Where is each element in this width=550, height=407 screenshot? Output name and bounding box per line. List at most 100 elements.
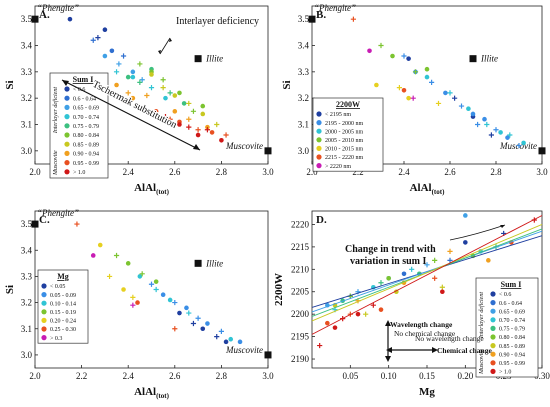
data-point xyxy=(130,95,136,101)
plot-frame xyxy=(34,210,269,369)
x-tick-label: 0.10 xyxy=(381,371,397,381)
interlayer-arrowheads xyxy=(158,38,172,54)
legend-swatch xyxy=(490,368,496,374)
data-point xyxy=(162,114,169,120)
panel-title: B. xyxy=(316,9,326,21)
y-tick-label: 3.1 xyxy=(21,120,32,130)
annotation-trend-line2: variation in sum I xyxy=(350,256,427,267)
y-tick-label: 3.5 xyxy=(21,14,33,24)
data-point xyxy=(130,74,136,80)
data-point xyxy=(223,339,229,345)
data-point xyxy=(363,311,369,317)
legend-item-label: 0.6 - 0.64 xyxy=(73,96,96,102)
x-tick-label: 2.4 xyxy=(398,167,410,177)
data-point xyxy=(507,132,513,138)
annotation-interlayer-1: Interlayer deficiency xyxy=(176,16,259,27)
endmember-label: Illite xyxy=(205,258,223,268)
data-point xyxy=(214,121,220,128)
data-point xyxy=(463,213,468,218)
trend-annotation-arrow xyxy=(449,224,506,241)
y-tick-label: 3.0 xyxy=(298,146,310,156)
data-point xyxy=(200,111,206,117)
legend-item-label: 0.85 - 0.89 xyxy=(73,142,99,148)
y-tick-label: 3.4 xyxy=(21,245,33,255)
panel-title: D. xyxy=(316,214,327,226)
legend-item-label: 0.80 - 0.84 xyxy=(499,335,525,341)
data-point xyxy=(205,124,210,130)
data-point xyxy=(521,140,526,146)
endmember-marker xyxy=(264,147,272,155)
y-tick-label: 3.3 xyxy=(21,67,33,77)
legend-item-label: > 2220 nm xyxy=(325,164,351,170)
endmember-label: Illite xyxy=(205,54,223,64)
legend-swatch xyxy=(64,160,70,166)
legend-item-label: > 1.0 xyxy=(73,170,85,176)
legend-item-label: 0.95 - 0.99 xyxy=(499,361,525,367)
legend-swatch xyxy=(316,111,322,117)
legend-swatch xyxy=(64,86,70,92)
endmember-label: “Phengite” xyxy=(314,3,356,13)
legend-box xyxy=(312,97,384,172)
y-tick-label: 3.5 xyxy=(298,14,310,24)
data-point xyxy=(424,66,430,72)
data-point xyxy=(447,248,453,254)
legend-item-label: 0.80 - 0.84 xyxy=(73,133,99,139)
data-point xyxy=(163,95,168,101)
data-point xyxy=(172,93,178,98)
legend-item-label: 2215 - 2220 nm xyxy=(325,155,363,161)
y-tick-label: 3.0 xyxy=(21,146,33,156)
data-point xyxy=(130,302,136,308)
data-point xyxy=(412,69,419,75)
legend-item-label: 0.10 - 0.14 xyxy=(50,301,76,307)
data-point xyxy=(130,69,136,75)
legend-item-label: 0.75 - 0.79 xyxy=(499,327,525,333)
y-tick-label: 2220 xyxy=(291,219,310,229)
annotation-wavelength-change: Wavelength change xyxy=(390,320,453,329)
legend-swatch xyxy=(316,154,322,160)
legend-swatch xyxy=(490,300,496,306)
legend-title: Sum I xyxy=(73,75,94,84)
plot-frame xyxy=(34,5,269,165)
data-point xyxy=(443,90,448,96)
legend-title: 2200W xyxy=(336,100,360,109)
data-point xyxy=(113,252,120,259)
panel-B: 2.0 2.2 2.4 2.6 2.8 3.0 3.0 3.1 3.2 3.3 3.4 3.5 AlAl… xyxy=(281,3,548,196)
data-point xyxy=(432,257,438,263)
y-tick-label: 3.4 xyxy=(298,41,310,51)
legend-item-label: 2005 - 2010 nm xyxy=(325,138,363,144)
legend-swatch xyxy=(316,120,322,126)
data-point xyxy=(367,48,372,54)
plot-frame xyxy=(311,5,543,165)
y-axis-label: Si xyxy=(4,80,16,89)
legend: Sum I < 0.6 0.6 - 0.64 0.65 - 0.69 0.70 - 0.… xyxy=(49,72,109,179)
data-point xyxy=(172,109,178,114)
legend-swatch xyxy=(64,104,70,110)
interlayer-arrow xyxy=(159,37,171,55)
legend-swatch xyxy=(64,150,70,156)
data-point xyxy=(325,320,330,326)
data-point xyxy=(116,61,122,67)
legend-swatch xyxy=(490,334,496,340)
y-tick-label: 2210 xyxy=(291,264,310,274)
legend-swatch xyxy=(490,317,496,323)
legend-side-label-top: Interlayer deficient xyxy=(52,87,59,134)
data-point xyxy=(97,242,103,248)
legend-swatch xyxy=(316,145,322,151)
data-point xyxy=(486,258,491,263)
data-point xyxy=(447,257,453,263)
x-tick-label: 2.6 xyxy=(169,167,181,177)
legend-swatch xyxy=(41,326,47,332)
data-point xyxy=(332,325,338,330)
legend-item-label: 2010 - 2015 nm xyxy=(325,147,363,153)
data-point xyxy=(153,109,159,114)
x-axis-label: AlAl(tot) xyxy=(134,182,169,196)
legend-swatch xyxy=(64,169,70,175)
data-point xyxy=(139,271,145,277)
data-point xyxy=(148,281,155,287)
legend-swatch xyxy=(490,360,496,366)
legend-item-label: 0.05 - 0.09 xyxy=(50,293,76,299)
x-axis-label: AlAl(tot) xyxy=(410,182,445,196)
legend-item-label: 0.65 - 0.69 xyxy=(499,309,525,315)
data-point xyxy=(177,122,182,127)
data-point xyxy=(190,320,197,327)
